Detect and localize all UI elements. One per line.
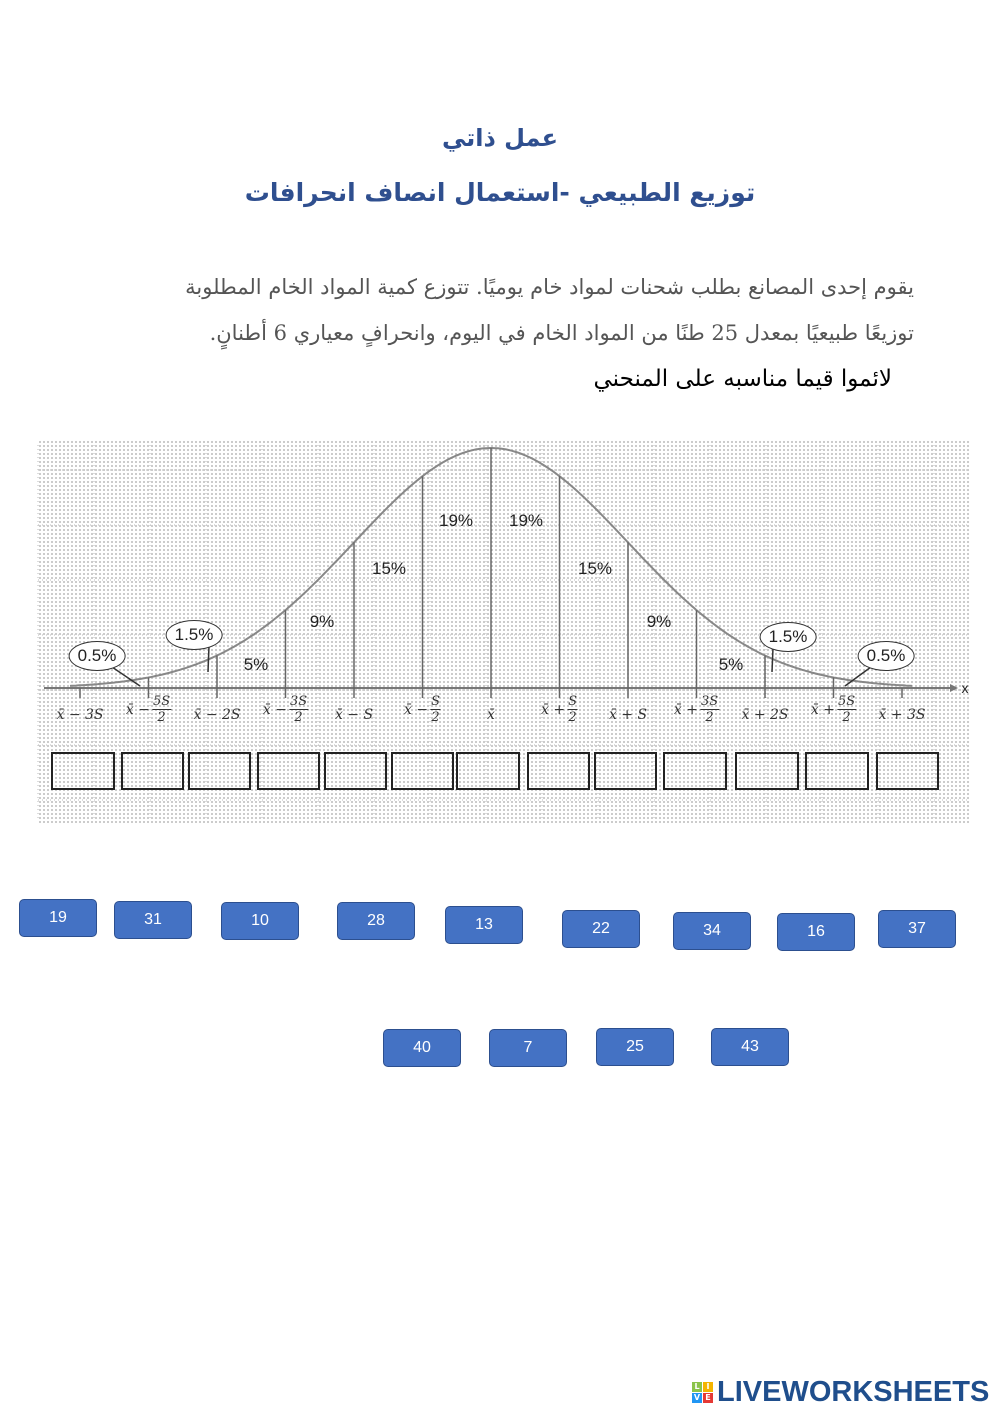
tick-label: x̄ + 2S (741, 707, 788, 723)
answer-drop-box[interactable] (121, 752, 184, 790)
answer-chip[interactable]: 43 (711, 1028, 789, 1066)
x-axis-arrow-icon (950, 684, 958, 692)
tick-fraction: 3S 2 (288, 694, 309, 725)
tick-label-prefix: x̄ − 3S (56, 707, 104, 723)
callout-pointer (207, 645, 210, 673)
tick-label-prefix: x̄ − (404, 701, 429, 718)
fraction-numerator: S (430, 694, 441, 710)
fraction-denominator: 2 (842, 710, 851, 725)
answer-drop-box[interactable] (188, 752, 251, 790)
answer-drop-box[interactable] (594, 752, 657, 790)
tick-fraction: 5S 2 (151, 694, 172, 725)
callout-pointer (111, 666, 141, 687)
tick-label-prefix: x̄ (487, 707, 495, 723)
tick-fraction: 3S 2 (699, 694, 720, 725)
tick-label: x̄ +5S 2 (810, 694, 857, 725)
tick-label-prefix: x̄ + (673, 701, 698, 718)
answer-chip[interactable]: 34 (673, 912, 751, 950)
fraction-denominator: 2 (431, 710, 440, 725)
fraction-denominator: 2 (294, 710, 303, 725)
tick-label: x̄ + S (609, 707, 647, 723)
tick-label-prefix: x̄ + 2S (741, 707, 789, 723)
answer-drop-box[interactable] (391, 752, 454, 790)
tick-label: x̄ +3S 2 (673, 694, 720, 725)
answer-chip[interactable]: 40 (383, 1029, 461, 1067)
answer-drop-box[interactable] (876, 752, 939, 790)
answer-drop-box[interactable] (51, 752, 115, 790)
percentage-label: 5% (243, 655, 269, 674)
answer-drop-box[interactable] (324, 752, 387, 790)
answer-drop-box[interactable] (663, 752, 727, 790)
fraction-numerator: 3S (288, 694, 309, 710)
tick-label: x̄ (487, 707, 495, 723)
tick-label: x̄ −3S 2 (262, 694, 309, 725)
tick-label: x̄ −5S 2 (125, 694, 172, 725)
answer-chip[interactable]: 7 (489, 1029, 567, 1067)
answer-chip[interactable]: 13 (445, 906, 523, 944)
tick-label-prefix: x̄ − S (334, 707, 374, 723)
answer-chip[interactable]: 25 (596, 1028, 674, 1066)
callout-pointer (844, 666, 872, 687)
tick-label: x̄ + S 2 (541, 694, 578, 725)
answer-chip[interactable]: 37 (878, 910, 956, 948)
tick-label-prefix: x̄ − (262, 701, 287, 718)
tick-label: x̄ + 3S (878, 707, 925, 723)
percentage-callout: 0.5% (857, 641, 915, 671)
tick-label-prefix: x̄ + S (608, 707, 648, 723)
answer-chip[interactable]: 31 (114, 901, 192, 939)
tick-label: x̄ − S (335, 707, 373, 723)
percentage-label: 15% (371, 559, 407, 578)
percentage-label: 19% (438, 511, 474, 530)
fraction-denominator: 2 (705, 710, 714, 725)
tick-label-prefix: x̄ + (810, 701, 835, 718)
tick-label-prefix: x̄ − (125, 701, 150, 718)
percentage-callout: 0.5% (68, 641, 126, 671)
tick-label-prefix: x̄ − 2S (193, 707, 241, 723)
tick-label: x̄ − 2S (193, 707, 240, 723)
answer-chip[interactable]: 16 (777, 913, 855, 951)
answer-drop-box[interactable] (257, 752, 320, 790)
percentage-callout: 1.5% (165, 620, 223, 650)
tick-label: x̄ − 3S (56, 707, 103, 723)
percentage-label: 19% (508, 511, 544, 530)
fraction-numerator: S (567, 694, 578, 710)
problem-line-2: توزيعًا طبيعيًا بمعدل 25 طنًا من المواد … (209, 321, 914, 345)
problem-line-1: يقوم إحدى المصانع بطلب شحنات لمواد خام ي… (185, 275, 914, 299)
fraction-denominator: 2 (568, 710, 577, 725)
answer-chip[interactable]: 22 (562, 910, 640, 948)
instruction: لائموا قيما مناسبه على المنحني (593, 366, 892, 392)
percentage-label: 5% (718, 655, 744, 674)
fraction-denominator: 2 (157, 710, 166, 725)
worksheet-subtitle: توزيع الطبيعي -استعمال انصاف انحرافات (244, 178, 756, 207)
percentage-label: 15% (577, 559, 613, 578)
worksheet-title: عمل ذاتي (441, 124, 559, 152)
answer-drop-box[interactable] (527, 752, 590, 790)
percentage-label: 9% (646, 612, 672, 631)
percentage-label: 9% (309, 612, 335, 631)
answer-chip[interactable]: 10 (221, 902, 299, 940)
tick-label-prefix: x̄ + (541, 701, 566, 718)
x-axis-label: x (961, 680, 969, 696)
tick-label-prefix: x̄ + 3S (878, 707, 926, 723)
answer-chip[interactable]: 28 (337, 902, 415, 940)
fraction-numerator: 3S (699, 694, 720, 710)
callout-pointer (771, 647, 774, 673)
answer-chip[interactable]: 19 (19, 899, 97, 937)
fraction-numerator: 5S (151, 694, 172, 710)
tick-fraction: 5S 2 (836, 694, 857, 725)
answer-drop-box[interactable] (805, 752, 869, 790)
tick-label: x̄ − S 2 (404, 694, 441, 725)
fraction-numerator: 5S (836, 694, 857, 710)
answer-drop-box[interactable] (735, 752, 799, 790)
percentage-callout: 1.5% (759, 622, 817, 652)
answer-drop-box[interactable] (456, 752, 520, 790)
logo-text: LIVEWORKSHEETS (717, 1376, 990, 1408)
